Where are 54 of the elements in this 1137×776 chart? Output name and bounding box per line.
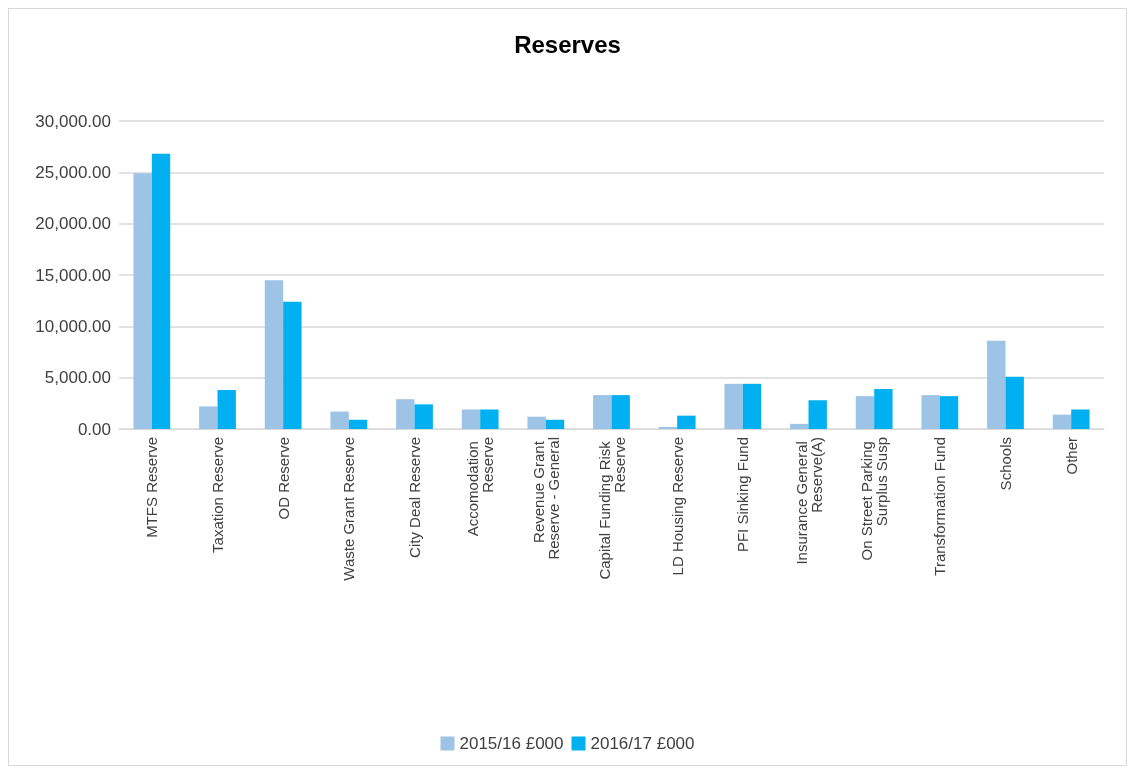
bar [330,411,349,429]
x-tick-label: Other [1062,437,1080,475]
bar [480,409,499,429]
y-tick-label: 10,000.00 [35,316,111,336]
x-tick-label: Transformation Fund [931,437,949,576]
bar [1052,414,1072,429]
y-tick-label: 25,000.00 [35,162,111,182]
bar [283,301,302,429]
bar [151,153,171,429]
x-tick-label: PFI Sinking Fund [734,437,752,553]
bar [855,396,875,429]
bar [414,404,433,429]
legend-label: 2016/17 £000 [590,734,695,753]
x-tick-label: OD Reserve [274,437,292,520]
bar [742,383,762,429]
x-tick-label: LD Housing Reserve [668,437,686,576]
legend-label: 2015/16 £000 [459,734,564,753]
x-tick-label: MTFS Reserve [143,437,161,538]
y-tick-label: 15,000.00 [35,265,111,285]
bar [677,415,696,429]
bar [987,340,1006,429]
bar [264,280,284,429]
x-tick-label: Taxation Reserve [209,437,226,553]
x-tick-label: Schools [997,437,1014,491]
y-tick-label: 5,000.00 [44,368,111,388]
bar [545,419,565,429]
x-tick-label: City Deal Reserve [406,437,423,558]
bar [611,395,630,429]
bar [1071,409,1090,429]
x-tick-label: Insurance General Reserve(A) [792,437,825,565]
bar [396,399,415,429]
x-tick-label: Capital Funding Risk Reserve [595,437,628,580]
bar [808,400,827,429]
bar [1005,376,1024,429]
bar [939,396,959,429]
x-tick-label: On Street Parking Surplus Susp [858,437,891,561]
bar [921,395,940,429]
bar [527,416,546,429]
chart-title: Reserves [514,30,621,58]
y-tick-label: 0.00 [77,419,111,439]
bar [593,395,612,429]
x-tick-label: Waste Grant Reserve [340,437,358,581]
bar [874,388,893,429]
bar [724,383,743,429]
bar [348,419,368,429]
x-tick-label: Revenue Grant Reserve - General [529,437,562,560]
y-tick-label: 30,000.00 [35,111,111,131]
bar [199,406,218,429]
y-tick-label: 20,000.00 [35,214,111,234]
x-tick-label: Accomodation Reserve [464,437,497,537]
bar [790,423,809,429]
bar [461,409,481,429]
bar [133,173,152,429]
bar [217,389,236,429]
